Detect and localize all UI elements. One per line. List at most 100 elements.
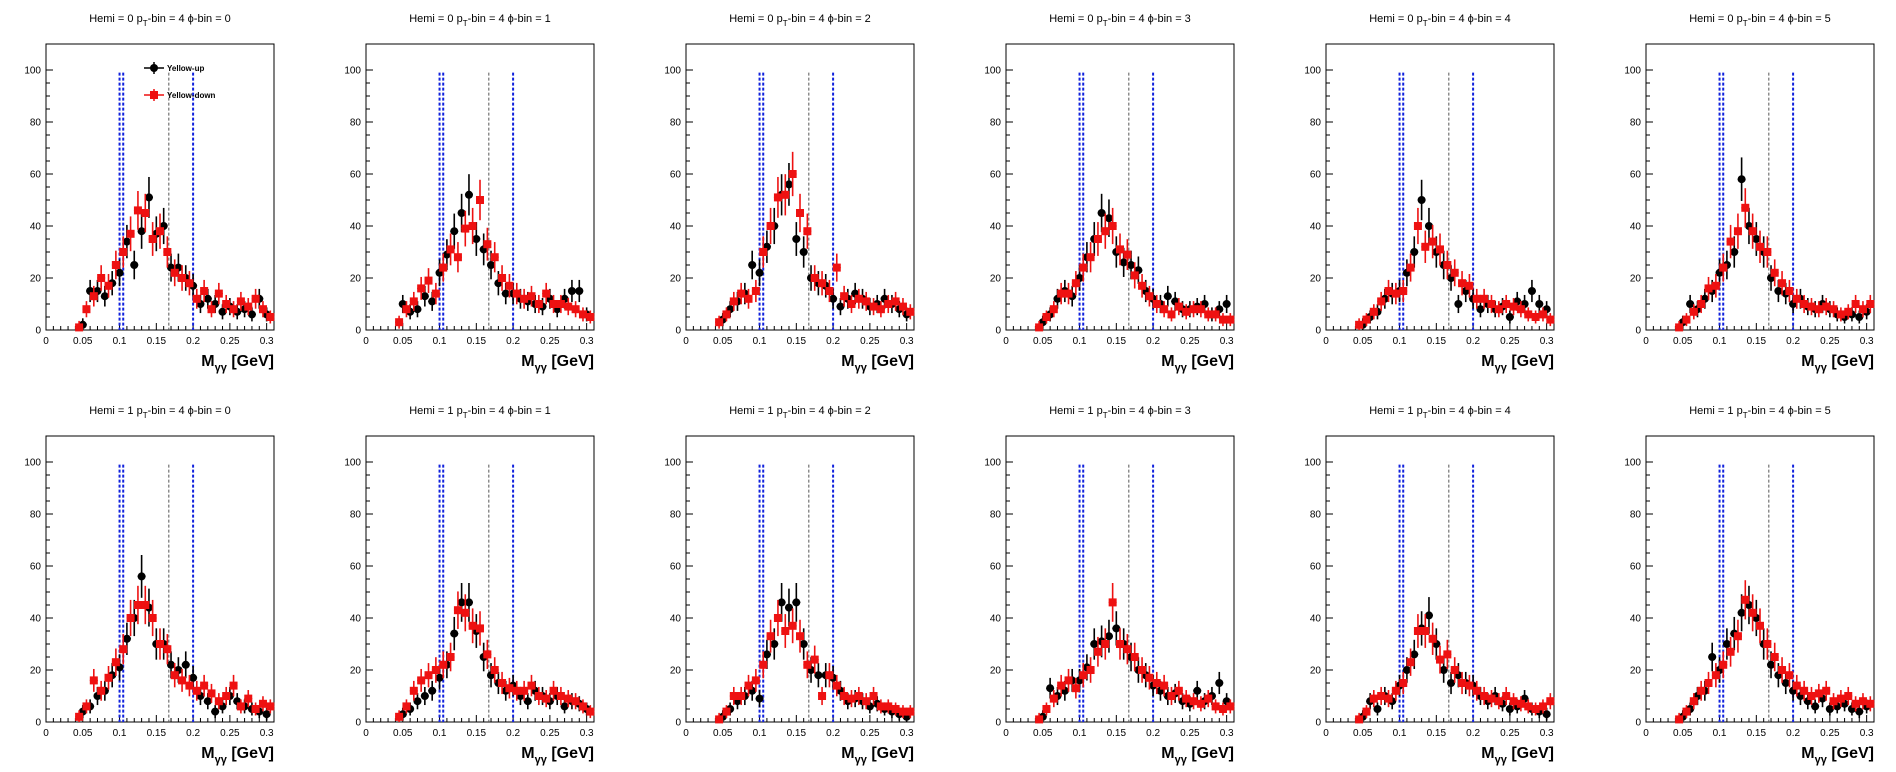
x-tick-label: 0.3: [1540, 728, 1554, 739]
yellow-down-point: [1866, 300, 1875, 308]
yellow-down-point: [1355, 715, 1364, 724]
panel-title-post: -bin = 4 ϕ-bin = 3: [1108, 405, 1191, 417]
y-tick-label: 40: [1310, 614, 1322, 625]
yellow-down-point: [832, 681, 841, 690]
panel-title-pre: Hemi = 0 p: [1369, 13, 1423, 25]
yellow-down-point: [876, 702, 885, 711]
yellow-down-point: [1502, 692, 1511, 700]
x-axis-label-main: M: [521, 745, 534, 762]
yellow-down-point: [862, 297, 871, 306]
yellow-down-point: [244, 694, 253, 703]
yellow-up-point: [1505, 705, 1514, 713]
yellow-down-point: [1167, 692, 1176, 700]
x-axis-label-main: M: [201, 353, 214, 370]
yellow-down-point: [854, 692, 863, 700]
plot-frame: [685, 435, 915, 723]
x-tick-label: 0.2: [506, 336, 520, 347]
yellow-down-point: [192, 686, 201, 695]
x-tick-label: 0.05: [1673, 336, 1693, 347]
yellow-down-point: [483, 240, 492, 249]
yellow-down-point: [891, 705, 900, 713]
yellow-down-point: [446, 245, 455, 254]
yellow-up-point: [413, 305, 422, 314]
yellow-down-point: [1465, 281, 1474, 290]
yellow-down-point: [884, 300, 893, 308]
yellow-down-point: [409, 297, 418, 306]
yellow-down-point: [505, 684, 514, 693]
yellow-up-point: [122, 634, 131, 643]
yellow-down-point: [549, 686, 558, 695]
yellow-up-point: [428, 297, 437, 306]
yellow-up-point: [770, 640, 779, 648]
yellow-down-point: [520, 686, 529, 695]
yellow-up-point: [428, 686, 437, 695]
plot-frame: [1005, 43, 1235, 331]
x-axis-label-sub: γγ: [535, 754, 548, 766]
x-tick-label: 0.1: [1713, 336, 1727, 347]
y-tick-label: 0: [675, 718, 681, 729]
x-axis-label-unit: [GeV]: [867, 353, 914, 370]
yellow-down-point: [571, 305, 580, 314]
yellow-down-point: [222, 692, 231, 700]
yellow-down-point: [1399, 679, 1408, 687]
panel-title: Hemi = 1 pT-bin = 4 ϕ-bin = 1: [409, 405, 551, 420]
x-tick-label: 0.2: [826, 336, 840, 347]
y-tick-label: 20: [1310, 274, 1322, 285]
yellow-down-point: [788, 621, 797, 630]
y-tick-label: 100: [344, 66, 361, 77]
yellow-up-point: [420, 292, 429, 301]
yellow-down-point: [453, 253, 462, 262]
y-tick-label: 20: [670, 274, 682, 285]
y-tick-label: 0: [1635, 718, 1641, 729]
x-tick-label: 0.25: [1500, 728, 1520, 739]
x-tick-label: 0.05: [1673, 728, 1693, 739]
x-axis-label: Mγγ [GeV]: [841, 353, 914, 374]
x-tick-label: 0.25: [1180, 728, 1200, 739]
yellow-down-point: [1204, 694, 1213, 703]
yellow-down-point: [869, 692, 878, 700]
yellow-down-point: [1189, 305, 1198, 314]
x-axis-label-sub: γγ: [855, 362, 868, 374]
yellow-down-point: [1711, 671, 1720, 680]
yellow-down-point: [773, 614, 782, 622]
yellow-down-point: [729, 692, 738, 700]
x-axis-label-main: M: [1481, 745, 1494, 762]
y-tick-label: 20: [350, 666, 362, 677]
panel-title-sub: T: [143, 19, 148, 28]
x-tick-label: 0.1: [1073, 336, 1087, 347]
yellow-up-point: [1454, 300, 1463, 308]
y-tick-label: 60: [350, 562, 362, 573]
yellow-down-point: [1502, 300, 1511, 308]
yellow-down-point: [163, 645, 172, 654]
x-axis-label: Mγγ [GeV]: [1801, 745, 1874, 766]
yellow-down-point: [461, 224, 470, 233]
yellow-down-point: [119, 645, 128, 654]
x-axis-label-sub: γγ: [535, 362, 548, 374]
x-tick-label: 0: [363, 336, 369, 347]
yellow-down-point: [236, 702, 245, 711]
x-tick-label: 0.2: [186, 336, 200, 347]
y-tick-label: 0: [995, 718, 1001, 729]
yellow-down-point: [200, 681, 209, 690]
yellow-down-point: [1064, 676, 1073, 685]
x-tick-label: 0: [683, 728, 689, 739]
y-tick-label: 0: [35, 326, 41, 337]
yellow-down-point: [1516, 305, 1525, 314]
yellow-down-point: [409, 686, 418, 695]
panel-title-sub: T: [463, 19, 468, 28]
yellow-down-point: [796, 632, 804, 641]
yellow-down-point: [1160, 305, 1169, 314]
panel-title: Hemi = 0 pT-bin = 4 ϕ-bin = 2: [729, 13, 871, 28]
x-axis-label-main: M: [1801, 353, 1814, 370]
panel-title-post: -bin = 4 ϕ-bin = 1: [468, 405, 551, 417]
yellow-down-point: [1413, 222, 1422, 230]
x-tick-label: 0.3: [260, 336, 274, 347]
yellow-down-point: [542, 694, 551, 703]
yellow-down-point: [1836, 694, 1845, 703]
y-tick-label: 20: [30, 666, 42, 677]
x-tick-label: 0.15: [467, 728, 487, 739]
x-axis-label: Mγγ [GeV]: [1481, 353, 1554, 374]
yellow-down-point: [1844, 692, 1853, 700]
panel-title-sub: T: [1423, 19, 1428, 28]
plot-frame: [1325, 43, 1555, 331]
